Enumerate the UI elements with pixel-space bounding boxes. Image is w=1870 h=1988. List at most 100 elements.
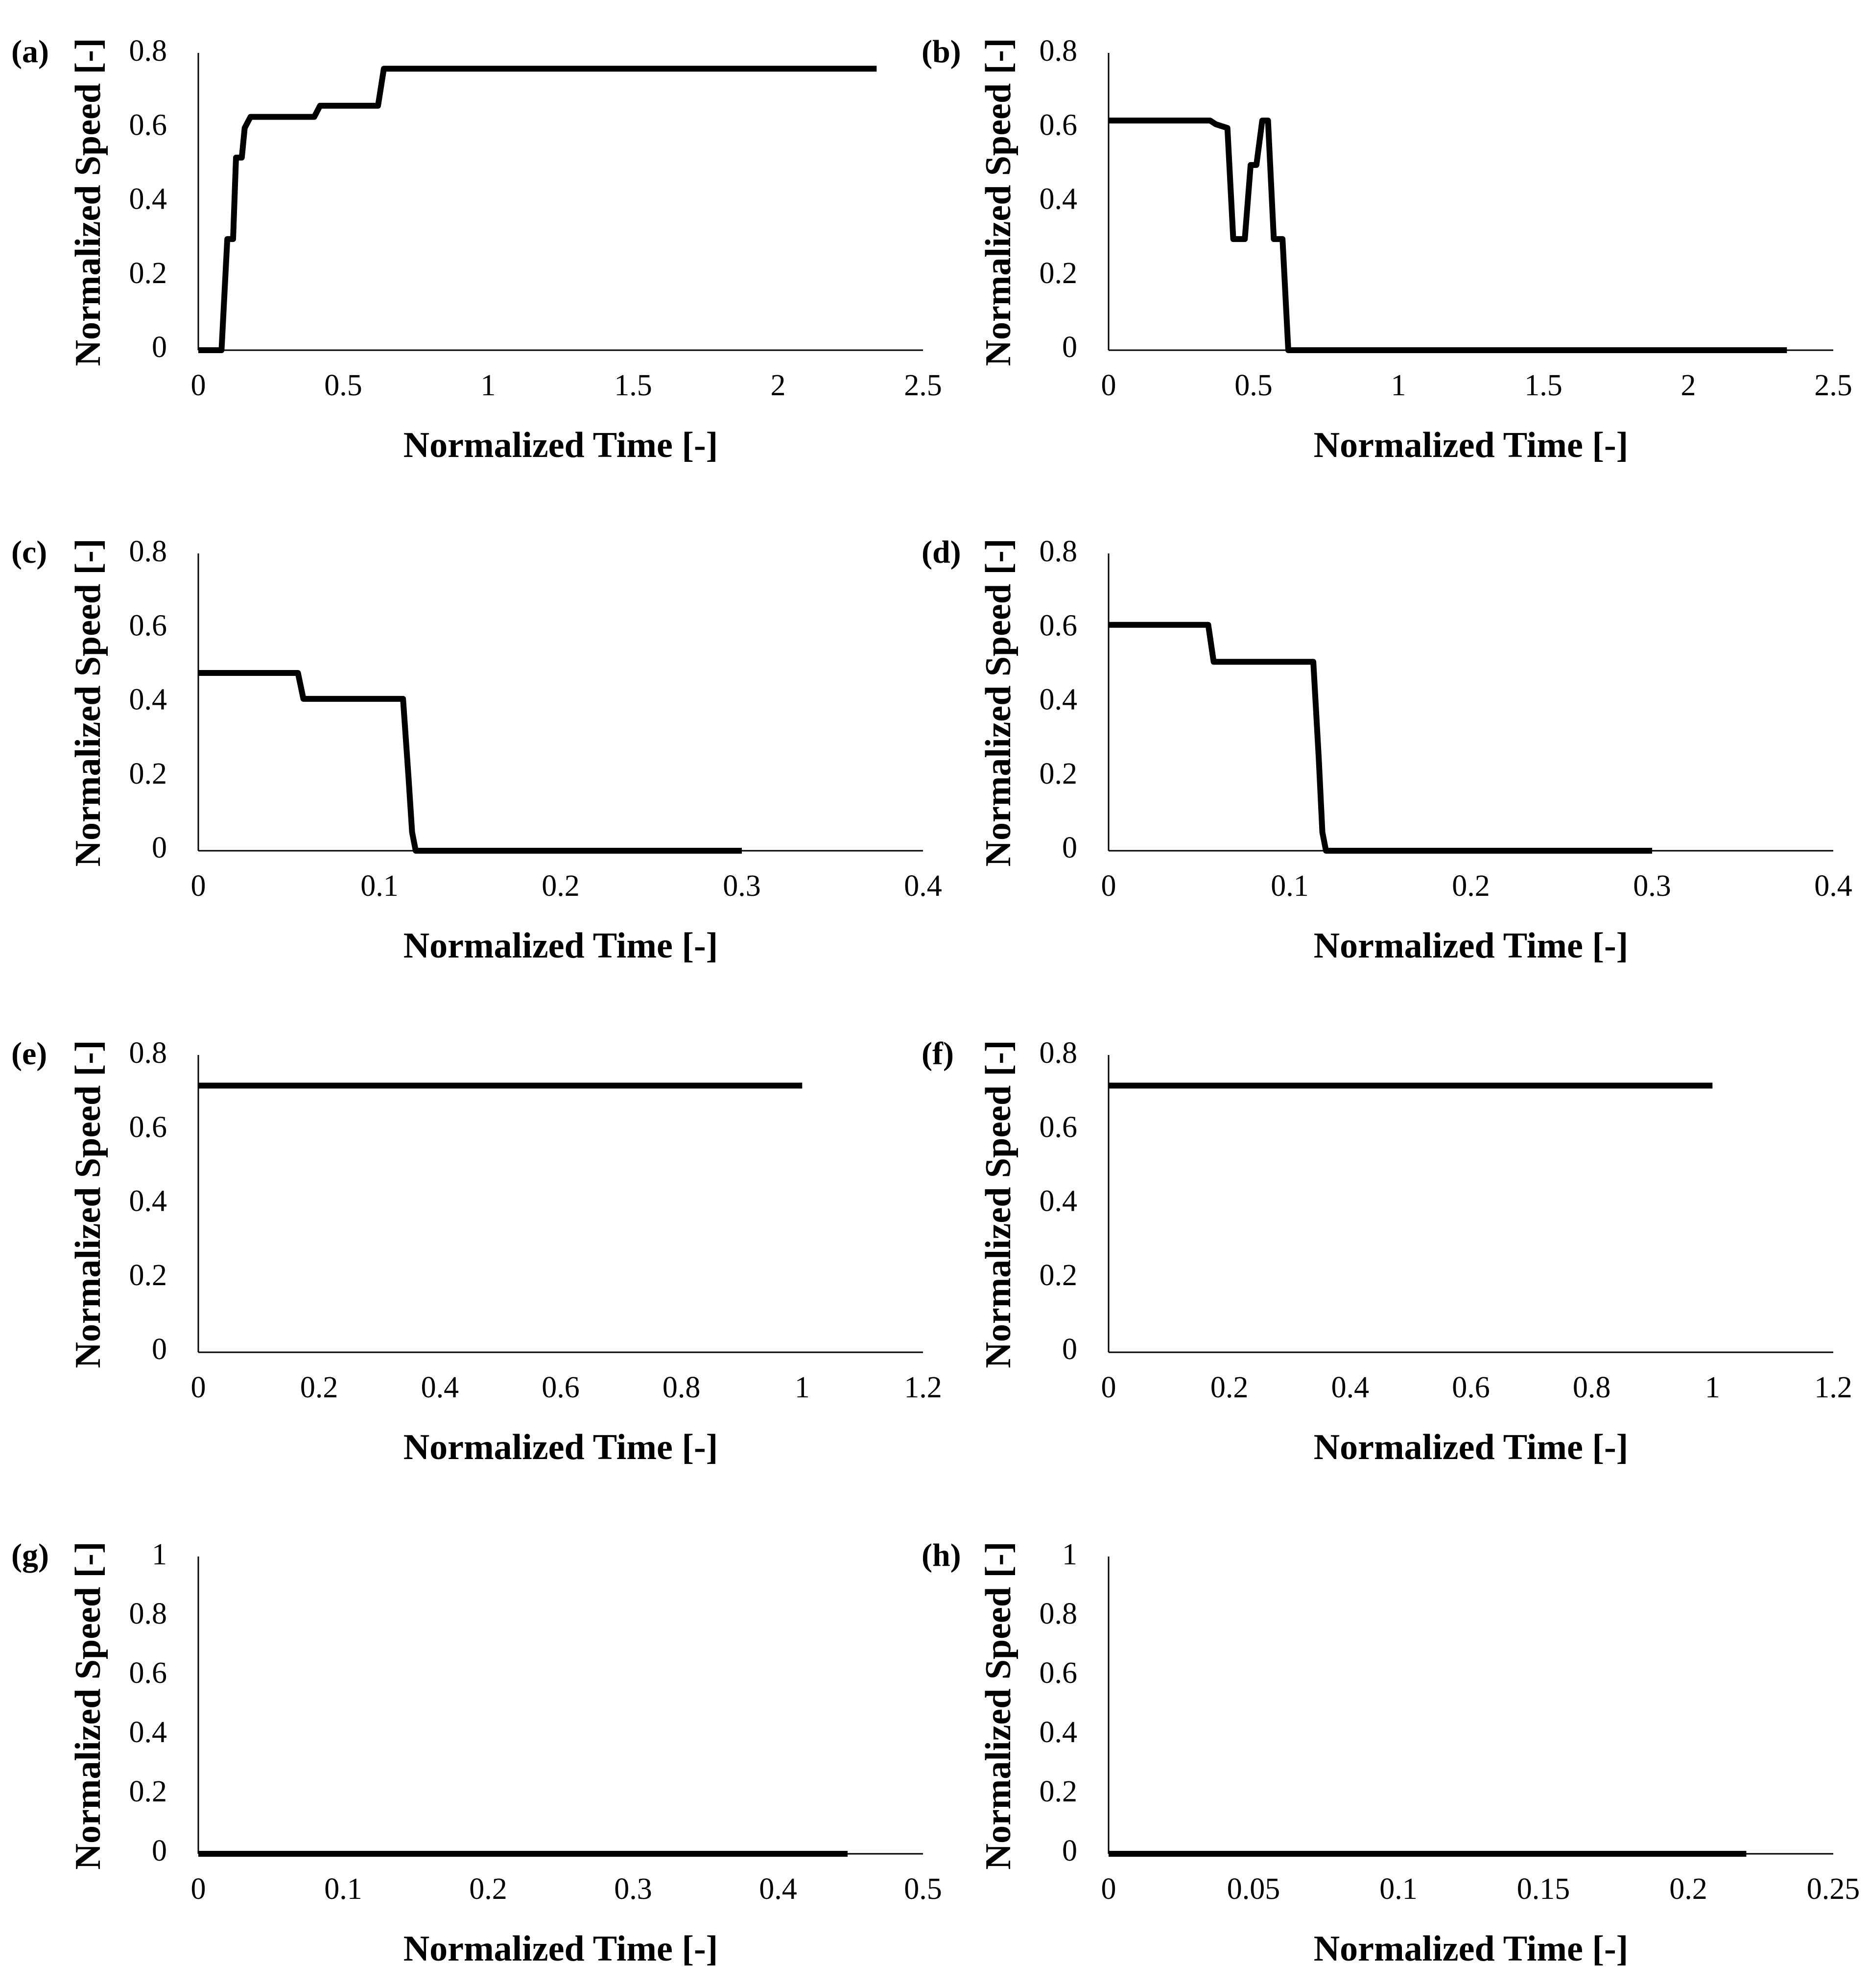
y-tick-label: 0.2 (129, 757, 167, 790)
x-tick-label: 0.2 (1210, 1371, 1249, 1404)
x-tick-label: 2.5 (1814, 369, 1852, 402)
chart-panel-e: (e) 0 0.2 0.4 0.6 0.8 0 0.2 0.4 0.6 0.8 1 1.2 Normali… (11, 1036, 942, 1467)
x-tick-label: 0.25 (1807, 1872, 1860, 1906)
x-axis-title: Normalized Time [-] (403, 425, 718, 465)
x-tick-label: 0.5 (1234, 369, 1273, 402)
y-axis-title: Normalized Speed [-] (68, 38, 108, 366)
y-axis-title: Normalized Speed [-] (978, 539, 1018, 867)
chart-panel-h: (h) 0 0.2 0.4 0.6 0.8 1 0 0.05 0.1 0.15 0.2 0.25 Norm… (922, 1537, 1860, 1969)
x-tick-label: 2 (1681, 369, 1696, 402)
x-tick-label: 1 (1391, 369, 1406, 402)
x-tick-label: 0.6 (542, 1371, 580, 1404)
x-tick-label: 0.2 (542, 869, 580, 903)
x-axis-title: Normalized Time [-] (403, 1929, 718, 1969)
x-tick-label: 2 (771, 369, 786, 402)
chart-panel-d: (d) 0 0.2 0.4 0.6 0.8 0 0.1 0.2 0.3 0.4 Normalized … (922, 534, 1852, 966)
panel-label: (h) (922, 1537, 961, 1573)
y-tick-label: 0.4 (129, 1716, 167, 1749)
y-tick-label: 0.2 (129, 1775, 167, 1808)
panel-label: (a) (11, 34, 49, 70)
y-tick-label: 0 (1062, 331, 1077, 364)
y-tick-label: 0.2 (129, 1259, 167, 1292)
y-tick-label: 1 (1062, 1538, 1077, 1571)
x-tick-label: 0.4 (759, 1872, 797, 1906)
y-axis-title: Normalized Speed [-] (68, 539, 108, 867)
x-tick-label: 0.5 (904, 1872, 942, 1906)
panel-label: (b) (922, 34, 961, 70)
x-tick-label: 0 (191, 1872, 206, 1906)
y-tick-label: 0 (152, 1333, 167, 1366)
x-tick-label: 0.3 (614, 1872, 652, 1906)
x-tick-label: 0.3 (1633, 869, 1671, 903)
y-tick-label: 0.6 (129, 108, 167, 142)
y-tick-label: 0 (1062, 1333, 1077, 1366)
x-axis-title: Normalized Time [-] (1314, 425, 1629, 465)
y-axis-title: Normalized Speed [-] (978, 1040, 1018, 1368)
x-tick-label: 0 (191, 869, 206, 903)
x-tick-label: 0 (1101, 869, 1116, 903)
panel-label: (e) (11, 1036, 47, 1072)
x-tick-label: 0.4 (421, 1371, 459, 1404)
x-axis-title: Normalized Time [-] (1314, 926, 1629, 966)
x-tick-label: 0 (1101, 369, 1116, 402)
x-tick-label: 0 (191, 1371, 206, 1404)
y-tick-label: 0.4 (1040, 183, 1078, 216)
y-tick-label: 0.2 (1040, 257, 1078, 290)
series-line-speed (1109, 622, 1652, 854)
y-tick-label: 0.6 (1040, 108, 1078, 142)
y-tick-label: 0.6 (129, 1656, 167, 1690)
x-tick-label: 1.5 (1524, 369, 1562, 402)
x-tick-label: 2.5 (904, 369, 942, 402)
x-axis-title: Normalized Time [-] (403, 926, 718, 966)
y-tick-label: 0.2 (1040, 1259, 1078, 1292)
series-line-speed (198, 670, 742, 854)
panel-label: (d) (922, 534, 961, 570)
x-tick-label: 0.1 (324, 1872, 362, 1906)
x-axis-title: Normalized Time [-] (403, 1427, 718, 1467)
y-tick-label: 0.4 (1040, 1716, 1078, 1749)
x-tick-label: 0.2 (469, 1872, 507, 1906)
x-tick-label: 0.4 (1814, 869, 1852, 903)
y-tick-label: 0.8 (129, 1597, 167, 1630)
x-tick-label: 0.2 (1669, 1872, 1707, 1906)
y-tick-label: 0 (152, 1834, 167, 1868)
y-tick-label: 0.8 (1040, 1597, 1078, 1630)
panel-label: (g) (11, 1537, 49, 1573)
chart-panel-a: (a) 0 0.2 0.4 0.6 0.8 0 0.5 1 1.5 2 2.5 Normalized T… (11, 34, 942, 465)
y-tick-label: 0.6 (129, 609, 167, 642)
x-tick-label: 1 (481, 369, 496, 402)
y-tick-label: 0.8 (129, 34, 167, 68)
x-tick-label: 0.8 (663, 1371, 701, 1404)
chart-panel-b: (b) 0 0.2 0.4 0.6 0.8 0 0.5 1 1.5 2 2.5 Normalized T… (922, 34, 1852, 465)
x-tick-label: 0.1 (1379, 1872, 1418, 1906)
chart-panel-f: (f) 0 0.2 0.4 0.6 0.8 0 0.2 0.4 0.6 0.8 1 1.2 Normali… (922, 1036, 1852, 1467)
x-tick-label: 1.2 (1814, 1371, 1852, 1404)
x-tick-label: 0.4 (904, 869, 942, 903)
chart-panel-c: (c) 0 0.2 0.4 0.6 0.8 0 0.1 0.2 0.3 0.4 Normalized … (11, 534, 942, 966)
y-tick-label: 0.6 (1040, 609, 1078, 642)
y-axis-title: Normalized Speed [-] (978, 38, 1018, 366)
y-tick-label: 0.4 (129, 1185, 167, 1218)
x-tick-label: 0.15 (1517, 1872, 1570, 1906)
y-tick-label: 0 (152, 331, 167, 364)
y-tick-label: 0.4 (129, 683, 167, 717)
y-axis-title: Normalized Speed [-] (68, 1542, 108, 1870)
x-tick-label: 1 (795, 1371, 810, 1404)
y-tick-label: 0.8 (1040, 535, 1078, 568)
x-tick-label: 0.4 (1331, 1371, 1370, 1404)
series-line-speed (198, 66, 877, 353)
x-tick-label: 0.5 (324, 369, 362, 402)
y-tick-label: 0.2 (1040, 1775, 1078, 1808)
x-tick-label: 1.5 (614, 369, 652, 402)
x-tick-label: 0.1 (1271, 869, 1309, 903)
y-tick-label: 0.6 (1040, 1110, 1078, 1144)
x-axis-title: Normalized Time [-] (1314, 1929, 1629, 1969)
x-axis-title: Normalized Time [-] (1314, 1427, 1629, 1467)
x-tick-label: 1 (1705, 1371, 1720, 1404)
chart-panel-g: (g) 0 0.2 0.4 0.6 0.8 1 0 0.1 0.2 0.3 0.4 0.5 Normali… (11, 1537, 942, 1969)
y-tick-label: 0.8 (129, 1036, 167, 1070)
y-tick-label: 0 (1062, 1834, 1077, 1868)
y-tick-label: 0.2 (129, 257, 167, 290)
y-tick-label: 0.8 (1040, 1036, 1078, 1070)
y-tick-label: 0 (1062, 831, 1077, 864)
